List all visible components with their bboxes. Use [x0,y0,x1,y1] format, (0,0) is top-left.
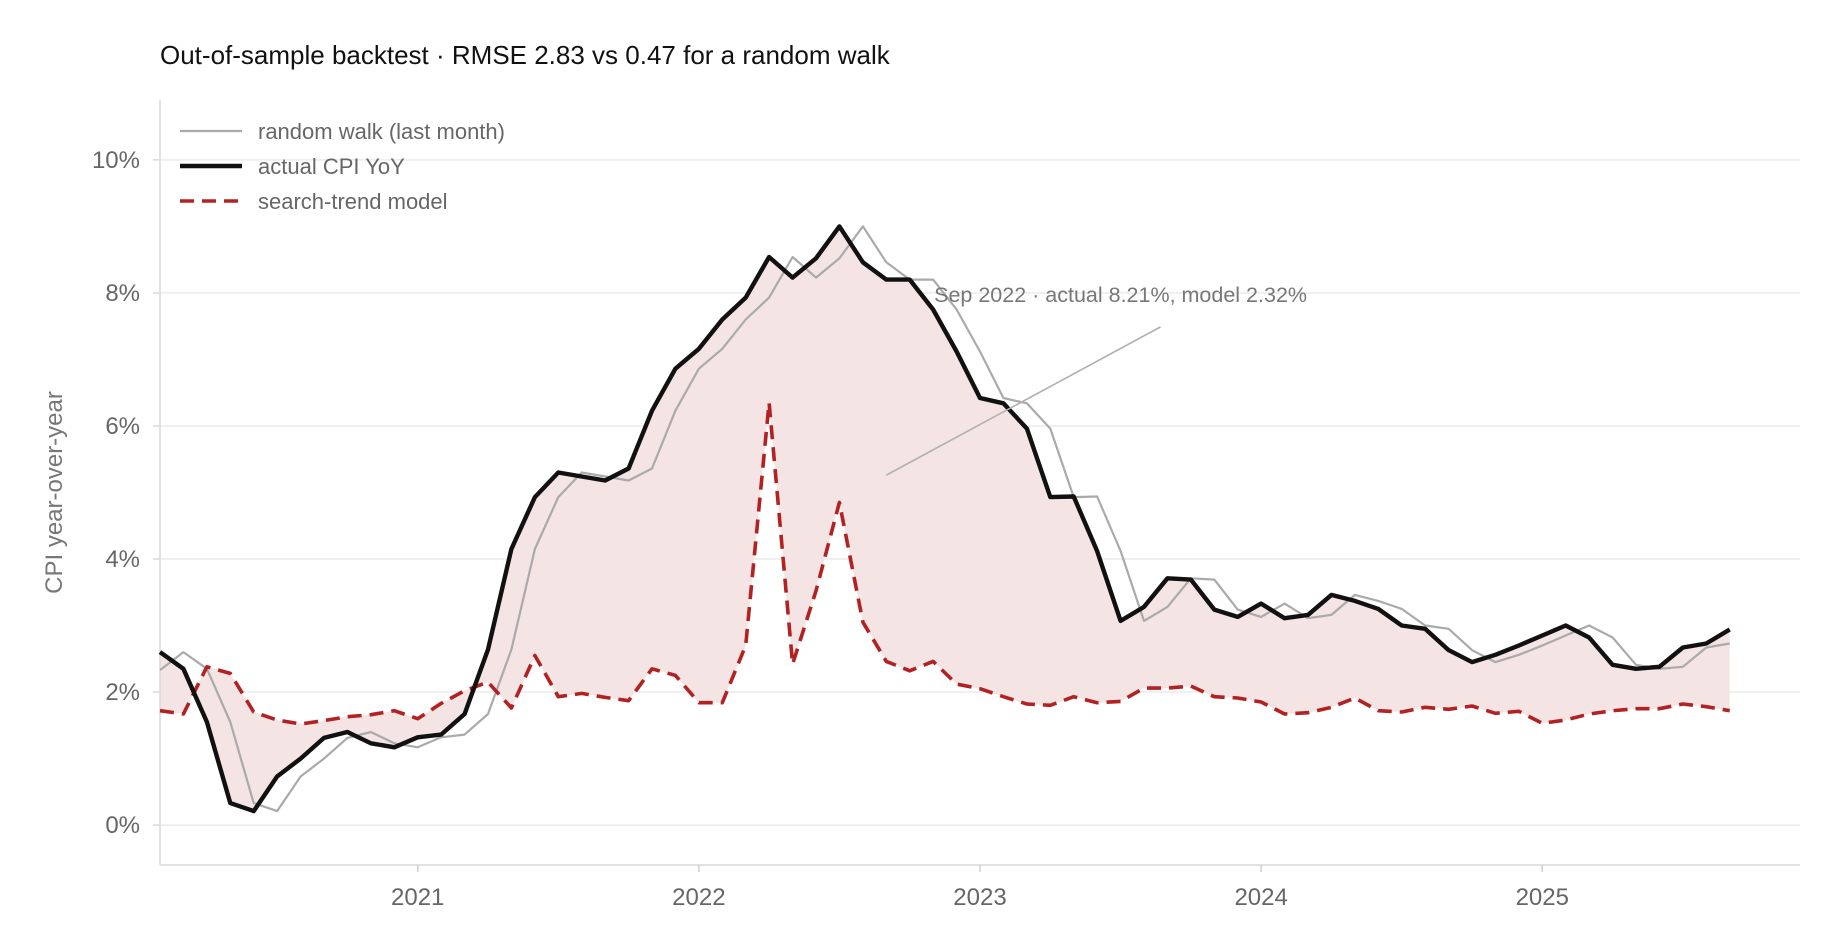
x-tick-label: 2025 [1516,884,1569,911]
legend: random walk (last month) actual CPI YoY se… [180,119,505,214]
y-tick-label: 6% [105,413,140,440]
y-tick-label: 2% [105,679,140,706]
y-tick-labels: 0% 2% 4% 6% 8% 10% [92,147,160,839]
series-layer [158,224,1731,814]
series-line-actual-cpi-yoy [158,224,1731,814]
y-tick-label: 8% [105,280,140,307]
legend-label-search-trend-model: search-trend model [258,189,448,214]
y-tick-label: 10% [92,147,140,174]
annotation-leader-line [885,326,1161,476]
x-tick-label: 2023 [953,884,1006,911]
annotation-label: Sep 2022 · actual 8.21%, model 2.32% [934,283,1307,307]
legend-label-random-walk-last-month: random walk (last month) [258,119,505,144]
x-tick-label: 2022 [672,884,725,911]
chart-title: Out-of-sample backtest · RMSE 2.83 vs 0.… [160,40,891,70]
fill-area-layer [160,226,1730,812]
x-tick-label: 2021 [391,884,444,911]
y-axis-label: CPI year-over-year [41,391,68,594]
x-tick-labels: 2021 2022 2023 2024 2025 [391,865,1569,911]
x-tick-label: 2024 [1234,884,1287,911]
annotation: Sep 2022 · actual 8.21%, model 2.32% [885,283,1307,476]
fill-between-area [160,226,1730,812]
y-tick-label: 4% [105,546,140,573]
legend-label-actual-cpi-yoy: actual CPI YoY [258,154,405,179]
series-line-search-trend-model [159,400,1731,726]
y-tick-label: 0% [105,812,140,839]
series-line-random-walk-last-month [159,225,1730,813]
